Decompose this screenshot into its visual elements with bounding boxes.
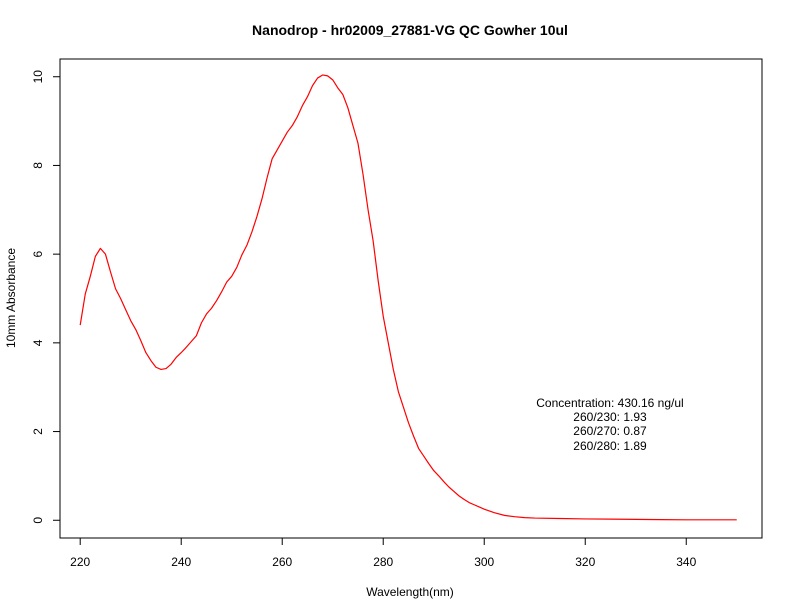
- y-axis: 0 2 4 6 8 10: [31, 70, 60, 524]
- absorbance-series-line: [79, 74, 737, 521]
- concentration-annotation: Concentration: 430.16 ng/ul 260/230: 1.9…: [536, 396, 683, 453]
- y-tick-label: 6: [31, 250, 45, 257]
- y-axis-label: 10mm Absorbance: [4, 248, 18, 348]
- plot-frame: [59, 58, 763, 539]
- ratio-260-280-text: 260/280: 1.89: [573, 439, 647, 453]
- x-tick-label: 320: [575, 555, 595, 569]
- y-tick-label: 2: [31, 428, 45, 435]
- chart-title: Nanodrop - hr02009_27881-VG QC Gowher 10…: [252, 22, 568, 38]
- concentration-text: Concentration: 430.16 ng/ul: [536, 396, 683, 410]
- y-tick-label: 4: [31, 339, 45, 346]
- x-tick-label: 260: [272, 555, 292, 569]
- ratio-260-270-text: 260/270: 0.87: [573, 424, 647, 438]
- x-tick-label: 220: [70, 555, 90, 569]
- x-tick-label: 240: [171, 555, 191, 569]
- x-axis: 220 240 260 280 300 320 340: [70, 538, 697, 569]
- ratio-260-230-text: 260/230: 1.93: [573, 410, 647, 424]
- y-tick-label: 8: [31, 162, 45, 169]
- y-tick-label: 0: [31, 517, 45, 524]
- series-layer: [79, 74, 737, 521]
- x-tick-label: 300: [474, 555, 494, 569]
- x-tick-label: 280: [373, 555, 393, 569]
- x-axis-label: Wavelength(nm): [366, 585, 454, 599]
- y-tick-label: 10: [31, 70, 45, 84]
- x-tick-label: 340: [676, 555, 696, 569]
